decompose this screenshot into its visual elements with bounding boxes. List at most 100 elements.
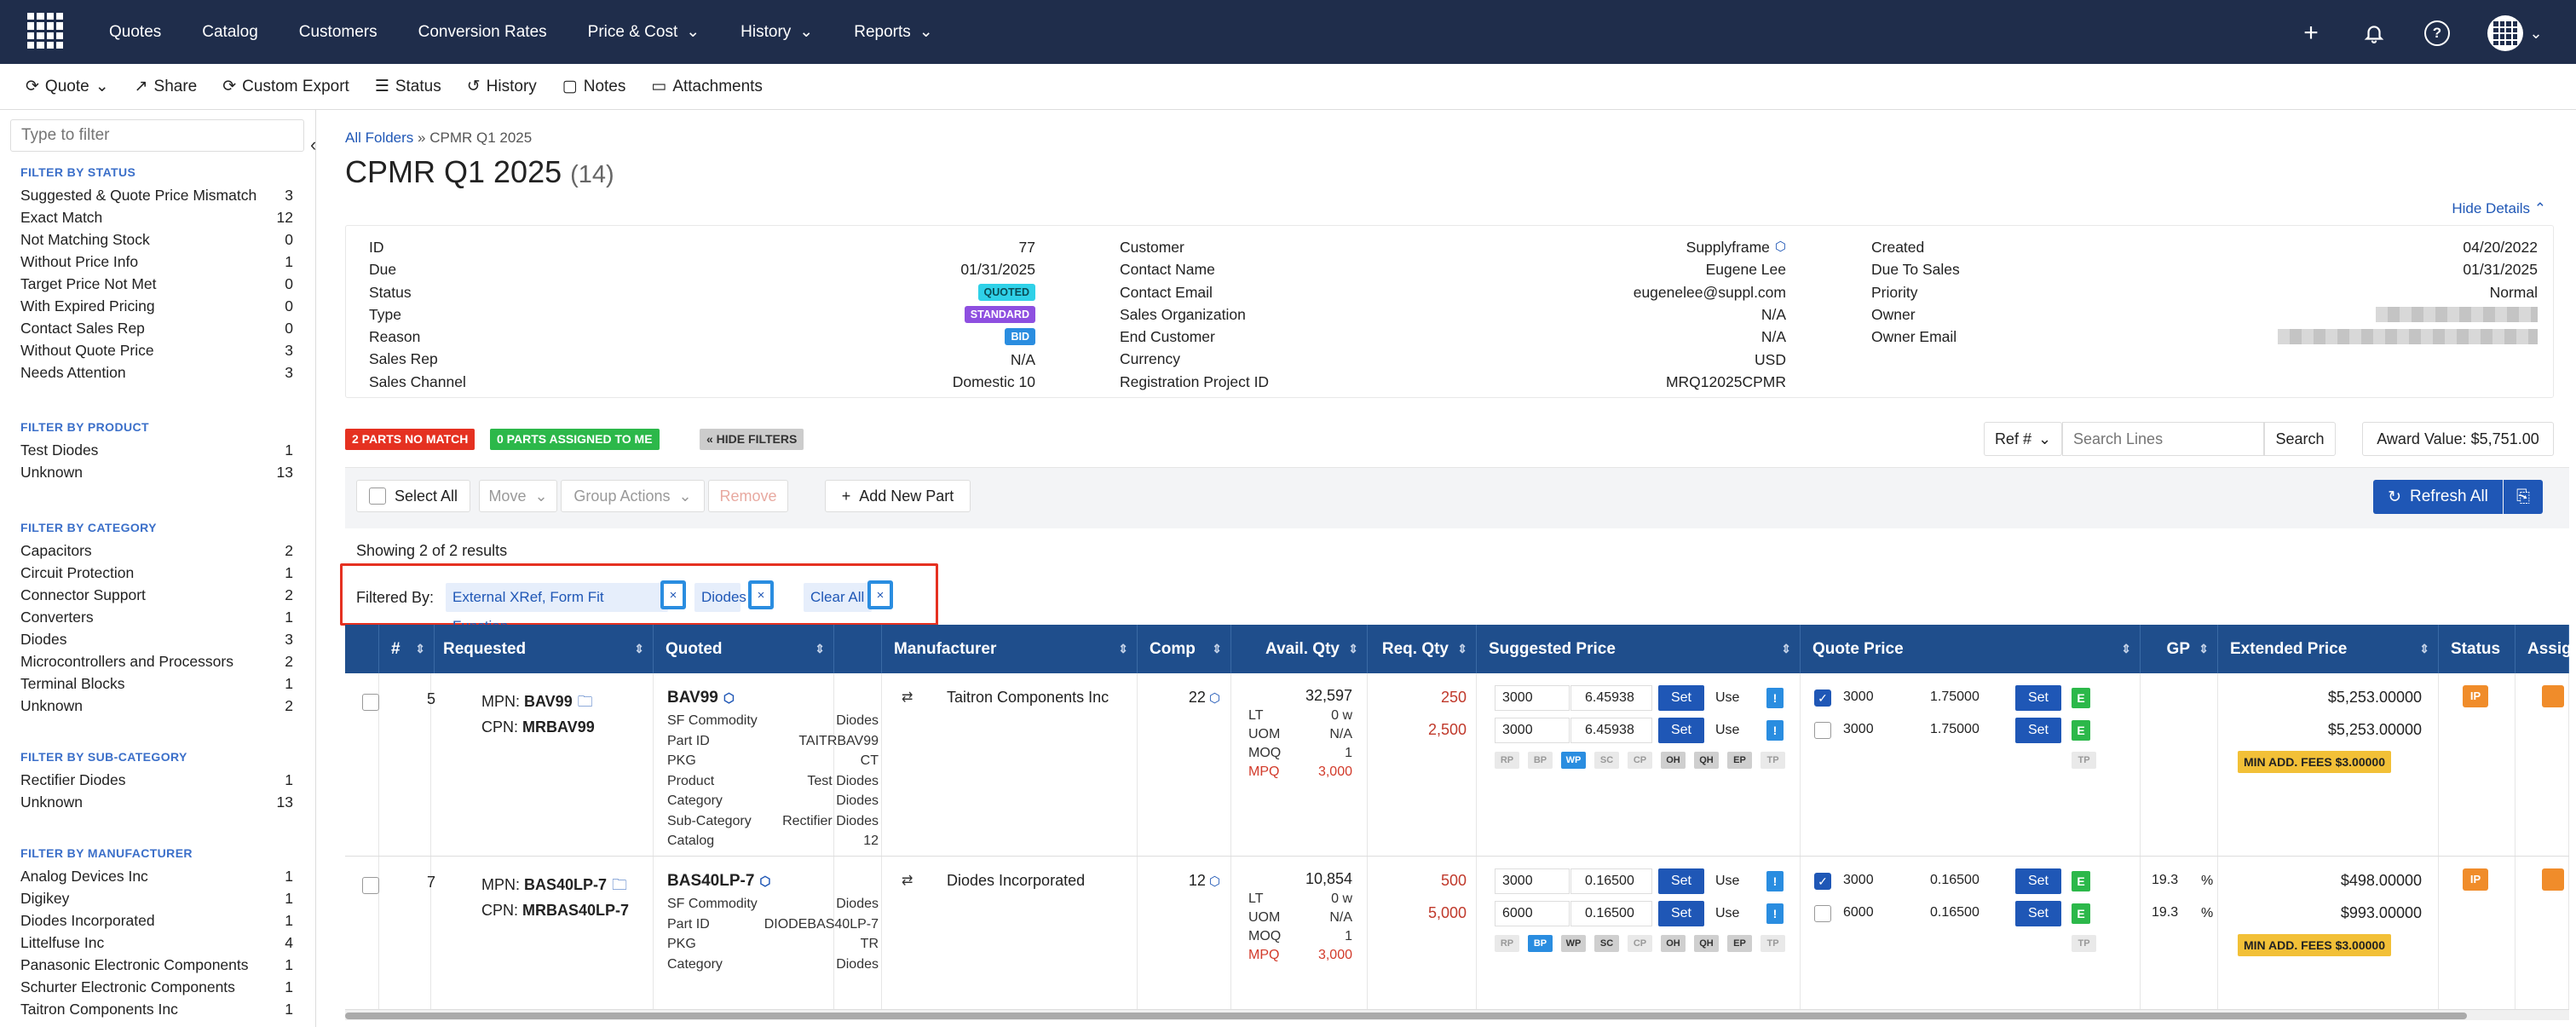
export-badge[interactable]: E [2072, 720, 2090, 741]
sp-use-button[interactable]: Use [1715, 906, 1740, 920]
filter-item[interactable]: Needs Attention 3 [20, 361, 293, 384]
clear-all-icon[interactable]: × [867, 580, 893, 609]
sp-set-button[interactable]: Set [1658, 868, 1704, 894]
clear-all-chip[interactable]: Clear All [804, 583, 872, 612]
horizontal-scrollbar[interactable] [345, 1010, 2569, 1020]
sort-icon[interactable]: ⇕ [1212, 642, 1222, 655]
price-source-pill[interactable]: EP [1727, 752, 1752, 769]
filter-item[interactable]: Without Price Info 1 [20, 251, 293, 273]
quoted-part[interactable]: BAV99 ⬡ [667, 689, 879, 707]
sort-icon[interactable]: ⇕ [815, 642, 825, 655]
price-source-pill[interactable]: WP [1561, 752, 1586, 769]
qp-checkbox[interactable] [1814, 722, 1831, 739]
folder-icon[interactable]: 🗀 [612, 876, 628, 893]
price-source-pill[interactable]: TP [1761, 935, 1785, 952]
filter-item[interactable]: Capacitors 2 [20, 539, 293, 562]
plus-icon[interactable]: + [2303, 19, 2319, 47]
filter-item[interactable]: Rectifier Diodes 1 [20, 769, 293, 791]
column-header[interactable]: Comp ⇕ [1138, 625, 1231, 673]
remove-button[interactable]: Remove [708, 480, 788, 512]
folder-icon[interactable]: 🗀 [577, 693, 593, 710]
price-source-pill[interactable]: OH [1661, 752, 1686, 769]
ref-select[interactable]: Ref # ⌄ [1984, 422, 2062, 456]
filter-item[interactable]: Unknown 13 [20, 461, 293, 483]
column-header[interactable]: GP ⇕ [2141, 625, 2218, 673]
column-header[interactable]: Status [2439, 625, 2515, 673]
filter-item[interactable]: Panasonic Electronic Components 1 [20, 954, 293, 976]
filter-input[interactable] [10, 119, 304, 152]
column-header[interactable]: # ⇕ [379, 625, 435, 673]
filter-item[interactable]: Target Price Not Met 0 [20, 273, 293, 295]
qp-checkbox[interactable]: ✓ [1814, 689, 1831, 707]
filter-item[interactable]: Microcontrollers and Processors 2 [20, 650, 293, 672]
assigned-tag[interactable]: 0 PARTS ASSIGNED TO ME [490, 429, 660, 450]
row-checkbox[interactable] [362, 694, 379, 711]
sort-icon[interactable]: ⇕ [1781, 642, 1791, 655]
export-badge[interactable]: E [2072, 903, 2090, 924]
filter-item[interactable]: Terminal Blocks 1 [20, 672, 293, 695]
remove-filter-diodes-icon[interactable]: × [748, 580, 774, 609]
price-source-pill[interactable]: TP [1761, 752, 1785, 769]
hide-details-link[interactable]: Hide Details ⌃ [2452, 200, 2546, 217]
qp-qty-input[interactable]: 3000 [1836, 685, 1910, 711]
nav-reports[interactable]: Reports ⌄ [854, 22, 932, 42]
nav-customers[interactable]: Customers [298, 22, 377, 41]
attention-badge[interactable]: ! [1766, 720, 1784, 741]
sp-use-button[interactable]: Use [1715, 690, 1740, 705]
filter-item[interactable]: Suggested & Quote Price Mismatch 3 [20, 184, 293, 206]
price-source-pill[interactable]: SC [1594, 752, 1619, 769]
filter-item[interactable]: Connector Support 2 [20, 584, 293, 606]
nav-conversion-rates[interactable]: Conversion Rates [418, 22, 547, 41]
app-logo-icon[interactable] [27, 13, 63, 49]
scrollbar-thumb[interactable] [345, 1013, 2467, 1019]
tp-pill[interactable]: TP [2072, 752, 2096, 769]
filter-item[interactable]: With Expired Pricing 0 [20, 295, 293, 317]
status-badge[interactable]: IP [2463, 868, 2488, 891]
attention-badge[interactable]: ! [1766, 903, 1784, 924]
filter-item[interactable]: Diodes Incorporated 1 [20, 909, 293, 932]
filter-item[interactable]: Exact Match 12 [20, 206, 293, 228]
sp-price-input[interactable]: 6.45938 [1570, 718, 1652, 743]
chevron-down-icon[interactable]: ⌄ [2529, 24, 2543, 42]
qp-set-button[interactable]: Set [2015, 868, 2061, 894]
nav-price-cost[interactable]: Price & Cost ⌄ [588, 22, 700, 42]
qp-price-input[interactable]: 1.75000 [1923, 718, 2008, 743]
select-all-button[interactable]: Select All [356, 480, 470, 512]
filter-item[interactable]: Without Quote Price 3 [20, 339, 293, 361]
column-header[interactable]: Suggested Price ⇕ [1477, 625, 1801, 673]
filter-item[interactable]: Taitron Components Inc 1 [20, 998, 293, 1020]
column-header[interactable]: Quoted ⇕ [654, 625, 834, 673]
share-button[interactable]: ↗ Share [135, 77, 198, 96]
qp-set-button[interactable]: Set [2015, 901, 2061, 926]
status-button[interactable]: ☰ Status [375, 77, 441, 96]
price-source-pill[interactable]: QH [1694, 935, 1719, 952]
attachments-button[interactable]: ▭ Attachments [651, 77, 763, 96]
gp-input[interactable]: 19.3 [2145, 901, 2198, 926]
price-source-pill[interactable]: OH [1661, 935, 1686, 952]
filter-item[interactable]: Unknown 13 [20, 791, 293, 813]
qp-price-input[interactable]: 0.16500 [1923, 868, 2008, 894]
user-avatar[interactable] [2487, 15, 2523, 51]
sp-use-button[interactable]: Use [1715, 723, 1740, 737]
link-icon[interactable]: ⇄ [902, 874, 913, 888]
price-source-pill[interactable]: RP [1495, 752, 1519, 769]
custom-export-button[interactable]: ⟳ Custom Export [222, 77, 349, 96]
status-badge[interactable]: IP [2463, 685, 2488, 707]
sp-set-button[interactable]: Set [1658, 718, 1704, 743]
refresh-options-button[interactable]: ⎘ [2504, 480, 2543, 514]
sp-price-input[interactable]: 0.16500 [1570, 868, 1652, 894]
remove-filter-xref-icon[interactable]: × [660, 580, 686, 609]
gp-input[interactable]: 19.3 [2145, 868, 2198, 894]
filter-item[interactable]: Not Matching Stock 0 [20, 228, 293, 251]
quote-menu[interactable]: ⟳ Quote ⌄ [26, 77, 109, 96]
nav-history[interactable]: History ⌄ [741, 22, 813, 42]
filter-item[interactable]: Contact Sales Rep 0 [20, 317, 293, 339]
column-header[interactable]: Avail. Qty ⇕ [1231, 625, 1368, 673]
qp-qty-input[interactable]: 3000 [1836, 868, 1910, 894]
qp-price-input[interactable]: 0.16500 [1923, 901, 2008, 926]
price-source-pill[interactable]: CP [1628, 752, 1652, 769]
qp-checkbox[interactable] [1814, 905, 1831, 922]
column-header[interactable]: Manufacturer ⇕ [882, 625, 1138, 673]
price-source-pill[interactable]: CP [1628, 935, 1652, 952]
sp-use-button[interactable]: Use [1715, 874, 1740, 888]
